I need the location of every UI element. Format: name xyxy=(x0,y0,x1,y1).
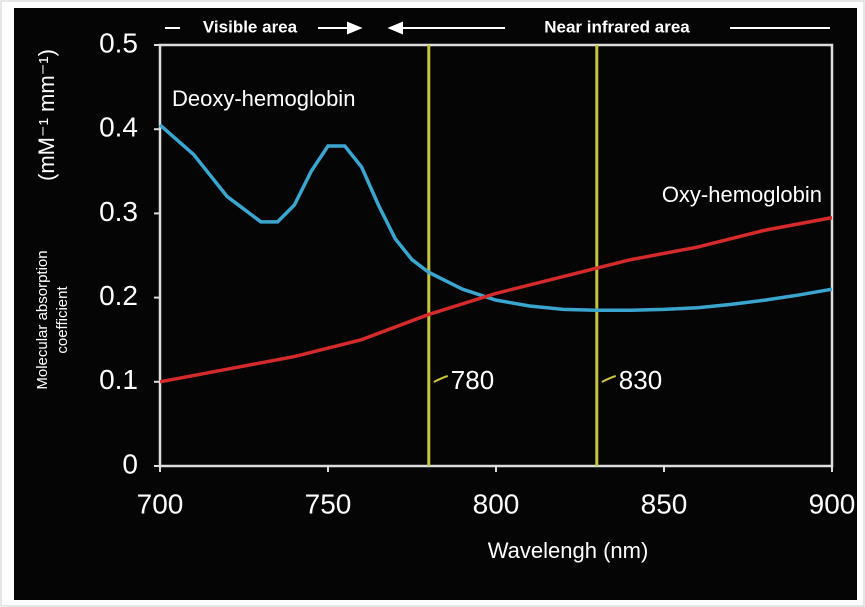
x-tick-label: 750 xyxy=(305,488,352,519)
marker-label: 780 xyxy=(451,365,494,395)
series-line xyxy=(158,123,833,312)
y-tick-label: 0.4 xyxy=(99,112,138,143)
x-tick-label: 700 xyxy=(137,488,184,519)
annotation: Visible area xyxy=(203,17,298,36)
y-axis-label: coefficient xyxy=(54,286,71,354)
x-tick-label: 900 xyxy=(809,488,856,519)
annotation: Near infrared area xyxy=(544,17,690,36)
marker-label: 830 xyxy=(619,365,662,395)
y-axis-label: (mM⁻¹ mm⁻¹) xyxy=(34,49,59,181)
background xyxy=(14,8,857,600)
y-axis-label: Molecular absorption xyxy=(34,250,51,389)
x-axis-label: Wavelengh (nm) xyxy=(488,538,649,563)
marker-hook xyxy=(433,375,449,383)
x-tick-label: 800 xyxy=(473,488,520,519)
y-tick-label: 0.1 xyxy=(99,364,138,395)
series-label: Oxy-hemoglobin xyxy=(662,182,822,207)
region-arrows xyxy=(165,21,830,35)
x-tick-label: 850 xyxy=(641,488,688,519)
y-tick-label: 0.5 xyxy=(99,27,138,58)
marker-hook xyxy=(601,375,617,383)
series-line xyxy=(159,215,833,384)
y-tick-label: 0.3 xyxy=(99,196,138,227)
y-tick-label: 0.2 xyxy=(99,280,138,311)
y-tick-label: 0 xyxy=(122,448,138,479)
series-label: Deoxy-hemoglobin xyxy=(172,86,355,111)
